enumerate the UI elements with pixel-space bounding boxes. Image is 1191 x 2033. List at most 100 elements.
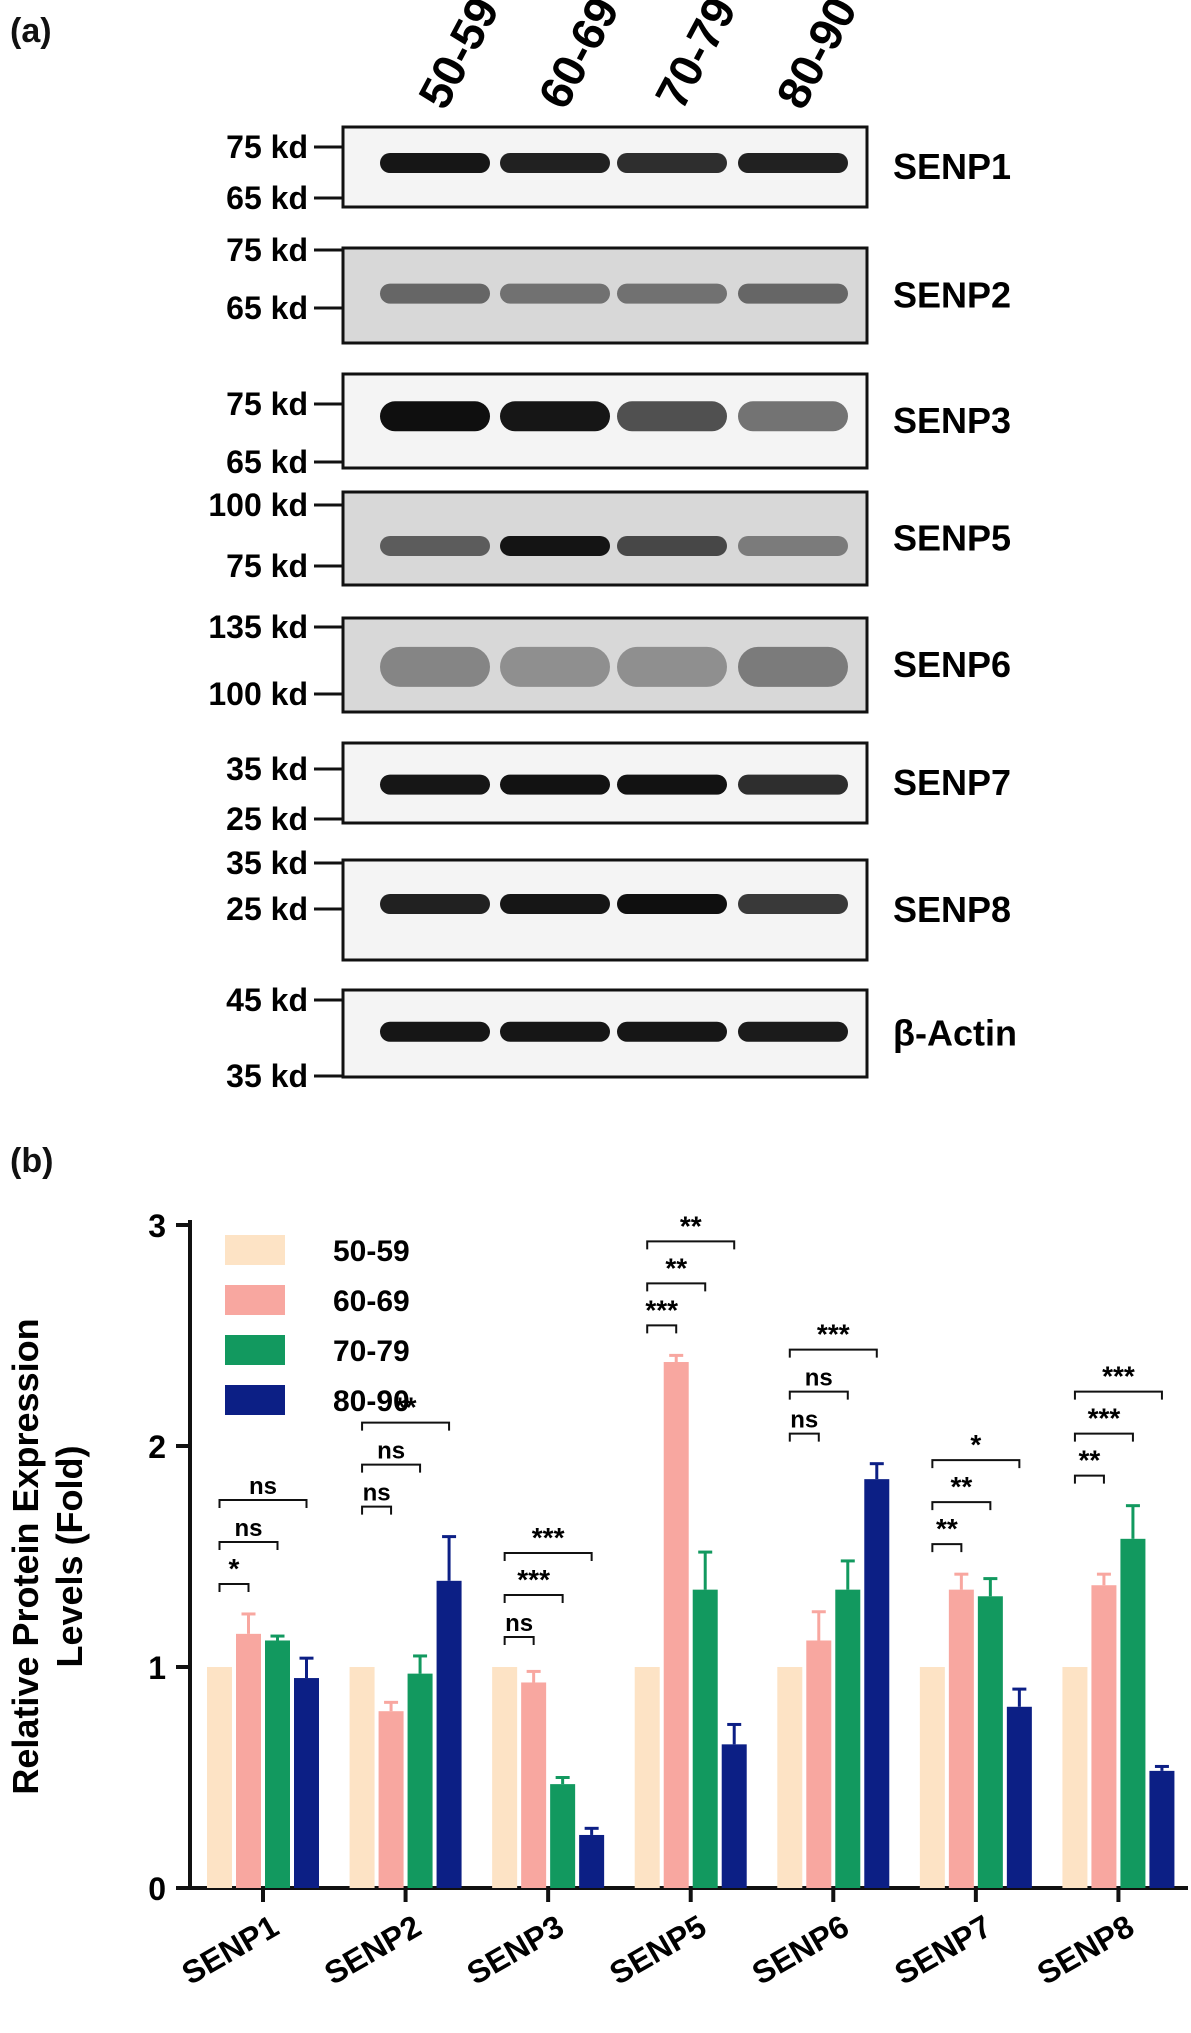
blot-band [738, 153, 848, 173]
blot-band [380, 535, 490, 556]
marker-label: 35 kd [226, 1058, 308, 1094]
blot-background [343, 618, 867, 712]
bar [207, 1667, 232, 1888]
blot-band [738, 401, 848, 432]
blot-row: 35 kd 25 kd SENP7 [226, 741, 1011, 837]
bar [378, 1711, 404, 1888]
blot-band [738, 283, 848, 304]
blot-band [738, 774, 848, 795]
bar [521, 1682, 547, 1888]
x-tick-label: SENP3 [461, 1908, 570, 1992]
bar [721, 1744, 747, 1888]
bar [436, 1580, 462, 1888]
significance-label: ns [505, 1610, 533, 1637]
marker-label: 45 kd [226, 982, 308, 1018]
bar [236, 1633, 261, 1888]
marker-label: 35 kd [226, 845, 308, 881]
legend-label: 60-69 [333, 1285, 410, 1318]
significance-label: ns [363, 1480, 391, 1507]
blot-row: 100 kd 75 kd SENP5 [208, 487, 1011, 587]
significance-bracket [218, 1582, 250, 1592]
legend-label: 80-90 [333, 1385, 410, 1418]
marker-label: 100 kd [208, 487, 308, 523]
x-tick-label: SENP1 [176, 1908, 285, 1992]
bar [579, 1834, 605, 1888]
protein-label: SENP7 [893, 762, 1011, 803]
significance-label: ** [1079, 1445, 1101, 1476]
blot-band [500, 401, 610, 432]
blot-band [380, 401, 490, 432]
legend-swatch [225, 1335, 285, 1365]
marker-label: 75 kd [226, 129, 308, 165]
significance-bracket [646, 1324, 678, 1334]
blot-band [738, 1021, 848, 1042]
blot-band [738, 894, 848, 914]
blot-frame [341, 741, 869, 825]
blot-frame [341, 616, 869, 714]
marker-label: 100 kd [208, 676, 308, 712]
legend-swatch [225, 1235, 285, 1265]
bar [550, 1784, 576, 1888]
significance-bracket [503, 1552, 593, 1561]
bar [777, 1667, 803, 1888]
bar [864, 1479, 890, 1888]
marker-label: 25 kd [226, 891, 308, 927]
significance-label: ns [249, 1473, 277, 1500]
bar [948, 1589, 974, 1888]
significance-bracket [361, 1505, 393, 1515]
legend-swatch [225, 1285, 285, 1315]
blot-frame [341, 372, 869, 470]
blot-row: 75 kd 65 kd SENP1 [226, 125, 1011, 216]
bar [835, 1589, 861, 1888]
significance-label: *** [1102, 1361, 1135, 1392]
significance-label: *** [1088, 1403, 1121, 1434]
protein-label: SENP2 [893, 275, 1011, 316]
significance-label: ** [680, 1210, 702, 1241]
blot-band [500, 1021, 610, 1042]
panel-b-label: (b) [10, 1142, 54, 1180]
bar [407, 1673, 433, 1888]
significance-label: *** [532, 1522, 565, 1553]
marker-label: 35 kd [226, 751, 308, 787]
blot-band [500, 283, 610, 304]
significance-bracket [503, 1636, 535, 1645]
blot-band [500, 153, 610, 173]
significance-label: * [970, 1429, 981, 1460]
x-tick-label: SENP5 [603, 1908, 712, 1992]
blot-band [738, 646, 848, 687]
blot-band [380, 894, 490, 914]
blot-band [617, 153, 727, 173]
blot-frame [341, 988, 869, 1079]
blot-band [617, 535, 727, 556]
significance-bracket [1073, 1474, 1105, 1484]
significance-bracket [1073, 1390, 1163, 1400]
bar [1091, 1585, 1117, 1888]
legend-label: 50-59 [333, 1235, 410, 1268]
bar [663, 1362, 689, 1888]
significance-label: ns [234, 1515, 262, 1542]
significance-label: ns [790, 1407, 818, 1434]
significance-bracket [503, 1594, 564, 1603]
protein-label: SENP6 [893, 644, 1011, 685]
protein-label: SENP1 [893, 146, 1011, 187]
panel-a-label: (a) [10, 12, 52, 50]
age-group-label: 70-79 [645, 0, 746, 117]
blot-band [617, 1021, 727, 1042]
y-tick-label: 1 [148, 1650, 166, 1686]
significance-bracket [788, 1432, 820, 1442]
blot-band [617, 894, 727, 914]
western-blot-panel: (a) 50-59 60-69 70-79 80-90 75 kd 65 kd SENP1 7… [10, 0, 1017, 1094]
significance-label: * [229, 1553, 240, 1584]
bar [692, 1589, 718, 1888]
marker-label: 75 kd [226, 548, 308, 584]
significance-bracket [931, 1459, 1021, 1469]
bar [806, 1640, 832, 1888]
protein-label: SENP8 [893, 889, 1011, 930]
x-tick-label: SENP6 [746, 1908, 855, 1992]
significance-bracket [218, 1540, 279, 1550]
age-group-label: 60-69 [528, 0, 629, 117]
legend-swatch [225, 1385, 285, 1415]
blot-band [380, 774, 490, 795]
significance-label: *** [817, 1319, 850, 1350]
